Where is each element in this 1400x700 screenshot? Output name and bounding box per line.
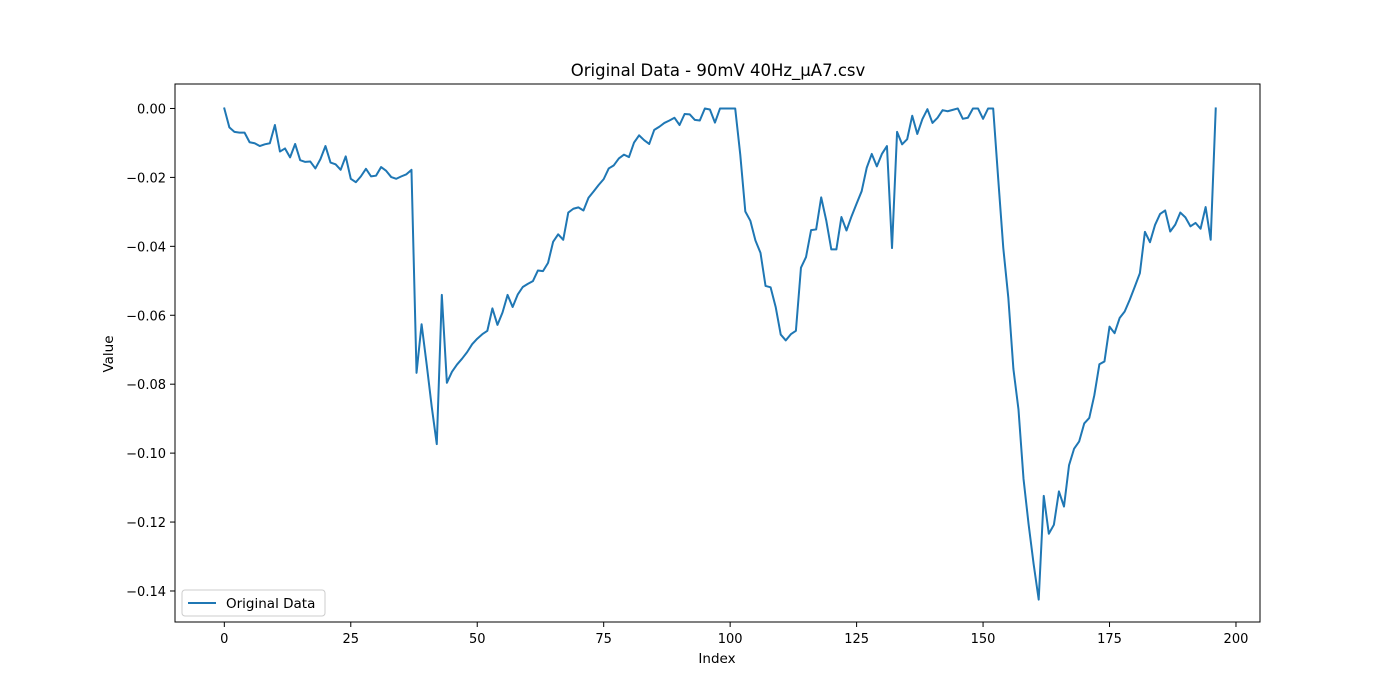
x-tick-label: 0 <box>220 632 228 647</box>
y-tick-label: −0.10 <box>126 447 166 462</box>
x-tick-label: 175 <box>1097 632 1122 647</box>
x-axis-label: Index <box>698 651 735 667</box>
plot-area-frame <box>174 83 1261 623</box>
x-tick-label: 125 <box>844 632 869 647</box>
y-tick-label: −0.12 <box>126 516 166 531</box>
x-tick-label: 150 <box>971 632 996 647</box>
x-axis: 0 25 50 75 100 125 150 175 200 <box>220 622 1248 647</box>
x-tick-label: 75 <box>595 632 612 647</box>
legend: Original Data <box>181 589 326 617</box>
chart-title: Original Data - 90mV 40Hz_µA7.csv <box>571 61 866 81</box>
y-tick-label: −0.06 <box>126 309 166 324</box>
y-axis-label: Value <box>101 335 117 372</box>
y-tick-label: −0.14 <box>126 585 166 600</box>
y-tick-label: 0.00 <box>137 102 166 117</box>
x-tick-label: 25 <box>343 632 360 647</box>
y-tick-label: −0.04 <box>126 240 166 255</box>
legend-label-original-data: Original Data <box>226 596 315 612</box>
y-tick-label: −0.08 <box>126 378 166 393</box>
x-tick-label: 200 <box>1224 632 1249 647</box>
x-tick-label: 100 <box>718 632 743 647</box>
series-line-original-data <box>223 107 1217 601</box>
y-tick-label: −0.02 <box>126 171 166 186</box>
y-axis: 0.00 −0.02 −0.04 −0.06 −0.08 −0.10 −0.12 −0.14 <box>126 102 175 600</box>
legend-box <box>181 589 326 617</box>
x-tick-label: 50 <box>469 632 486 647</box>
